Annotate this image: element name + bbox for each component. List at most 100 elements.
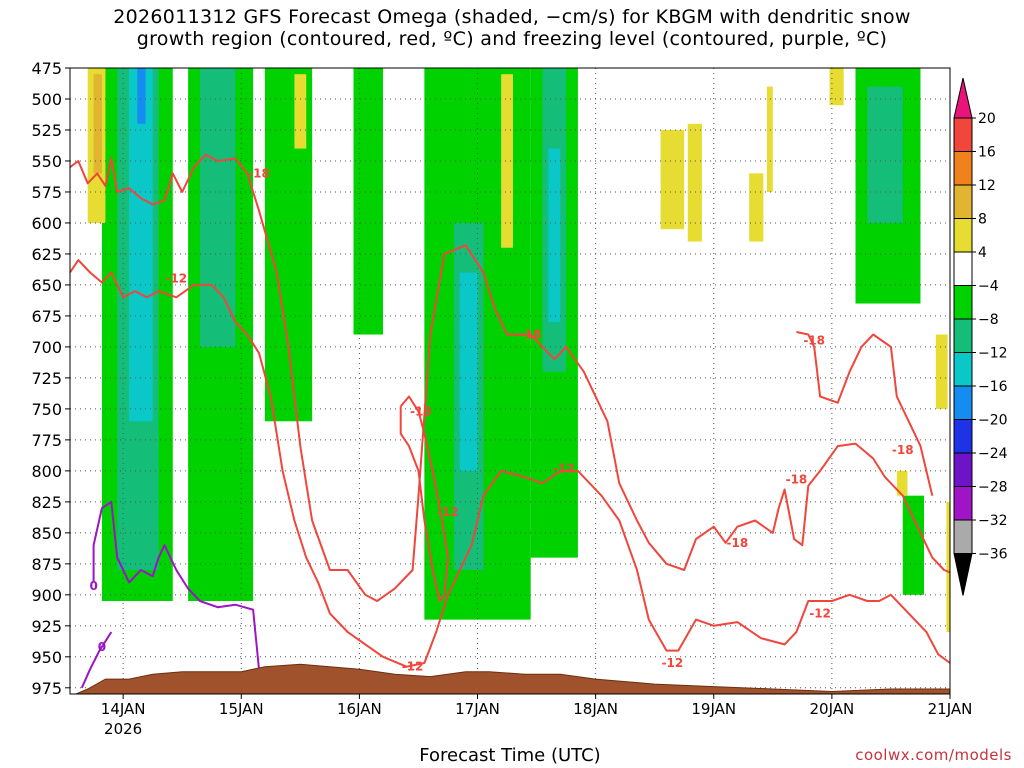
colorbar-label: −8 [978, 312, 999, 328]
colorbar-band [953, 385, 973, 420]
colorbar-band [953, 151, 973, 186]
colorbar-label: −4 [978, 279, 999, 295]
colorbar-band [953, 218, 973, 253]
omega-region [867, 86, 903, 223]
x-tick-label: 17JAN [455, 700, 500, 718]
dgz-contour-label: -18 [892, 443, 914, 457]
colorbar-label: 4 [978, 245, 987, 261]
time-axis: 14JAN 2026 15JAN 16JAN 17JAN 18JAN 19JAN 20JAN 2… [101, 694, 972, 738]
omega-region [902, 495, 925, 595]
colorbar-label: −20 [978, 413, 1008, 429]
omega-region [353, 68, 384, 335]
freezing-contour [92, 500, 260, 670]
dgz-contour-label: -12 [402, 660, 424, 674]
y-tick-label: 625 [31, 245, 62, 264]
omega-region [829, 68, 844, 106]
colorbar-label: 20 [978, 111, 996, 127]
colorbar-band [953, 352, 973, 387]
colorbar-bottom-arrow [953, 553, 973, 596]
colorbar-label: −36 [978, 547, 1008, 563]
colorbar-band [953, 419, 973, 454]
credit-text: coolwx.com/models [855, 746, 1012, 764]
colorbar-band [953, 117, 973, 152]
dgz-contour-closed-2 [796, 331, 934, 496]
y-tick-label: 650 [31, 276, 62, 295]
dgz-contour-label: -18 [520, 328, 542, 342]
freezing-contour-label: 0 [98, 640, 106, 654]
colorbar-band [953, 486, 973, 521]
y-tick-label: 725 [31, 369, 62, 388]
pressure-axis: 475 500 525 550 575 600 625 650 675 700 725 750 775 8… [31, 59, 70, 698]
dgz-contour-label: -12 [553, 461, 575, 475]
dgz-contour-upper [70, 153, 950, 602]
contour-layer [70, 153, 950, 689]
colorbar-label: −16 [978, 379, 1008, 395]
contour-label-layer: -18 -12 -18 -18 -12 -12 -12 -18 -18 -18 -18 -12 -12 0… [89, 166, 913, 673]
y-tick-label: 900 [31, 586, 62, 605]
omega-shading-layer [87, 68, 950, 633]
colorbar-band [953, 519, 973, 554]
dgz-contour-label: -12 [662, 656, 684, 670]
x-year-label: 2026 [104, 720, 142, 738]
y-tick-label: 775 [31, 431, 62, 450]
dgz-contour-lower [70, 259, 950, 668]
x-tick-label: 15JAN [219, 700, 264, 718]
y-tick-label: 675 [31, 307, 62, 326]
x-tick-label: 19JAN [691, 700, 736, 718]
omega-region [935, 334, 948, 409]
x-axis-title: Forecast Time (UTC) [419, 745, 601, 766]
colorbar-label: −28 [978, 480, 1008, 496]
y-tick-label: 700 [31, 338, 62, 357]
freezing-contour-low [80, 631, 113, 689]
colorbar-top-arrow [953, 77, 973, 119]
omega-region [749, 173, 764, 242]
omega-region [93, 74, 102, 174]
omega-region [459, 272, 478, 471]
omega-region [548, 148, 561, 323]
omega-region [896, 470, 908, 496]
colorbar-band [953, 251, 973, 286]
dgz-contour-label: -12 [437, 505, 459, 519]
x-tick-label: 16JAN [337, 700, 382, 718]
omega-region [129, 68, 153, 422]
y-tick-label: 600 [31, 214, 62, 233]
colorbar: 20 16 12 8 4 −4 −8 −12 −16 −20 −24 −28 −32 −36 [953, 77, 1008, 596]
omega-region [199, 68, 236, 347]
y-tick-label: 525 [31, 121, 62, 140]
colorbar-label: 12 [978, 178, 996, 194]
dgz-contour-label: -18 [248, 166, 270, 180]
colorbar-label: −24 [978, 446, 1008, 462]
omega-region [137, 68, 146, 124]
dgz-contour-label: -12 [165, 272, 187, 286]
freezing-contour-label: 0 [89, 579, 97, 593]
terrain-layer [74, 663, 950, 694]
omega-region [687, 123, 702, 242]
omega-region [660, 129, 685, 230]
colorbar-band [953, 452, 973, 487]
y-tick-label: 875 [31, 555, 62, 574]
x-tick-label: 14JAN [101, 700, 146, 718]
y-tick-label: 750 [31, 400, 62, 419]
colorbar-label: 8 [978, 212, 987, 228]
y-tick-label: 925 [31, 617, 62, 636]
colorbar-band [953, 285, 973, 320]
y-tick-label: 500 [31, 90, 62, 109]
x-tick-label: 20JAN [810, 700, 855, 718]
dgz-contour-label: -12 [809, 606, 831, 620]
y-tick-label: 850 [31, 524, 62, 543]
dgz-contour-label: -18 [786, 473, 808, 487]
y-tick-label: 800 [31, 462, 62, 481]
x-tick-label: 18JAN [573, 700, 618, 718]
omega-region [946, 501, 950, 633]
omega-region [501, 74, 513, 248]
colorbar-label: −12 [978, 346, 1008, 362]
y-tick-label: 950 [31, 648, 62, 667]
title-line-2: growth region (contoured, red, ºC) and f… [136, 28, 888, 50]
y-tick-label: 550 [31, 152, 62, 171]
y-tick-label: 475 [31, 59, 62, 78]
colorbar-band [953, 318, 973, 353]
terrain-fill [74, 663, 950, 694]
colorbar-label: 16 [978, 145, 996, 161]
plot-frame [69, 67, 951, 695]
